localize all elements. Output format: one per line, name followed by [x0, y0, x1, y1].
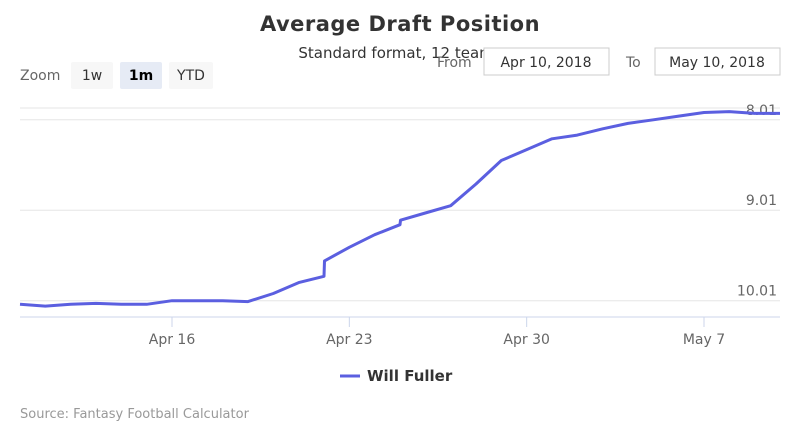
from-date-value: Apr 10, 2018: [500, 55, 591, 71]
to-date-input[interactable]: May 10, 2018: [654, 47, 781, 76]
zoom-button-ytd[interactable]: YTD: [169, 62, 213, 89]
plot-area: 8.01 9.01 10.01 Apr 16 Apr 23 Apr 30 May 7: [19, 103, 781, 348]
gridlines: [20, 119, 780, 302]
chart-title: Average Draft Position: [260, 12, 540, 36]
y-axis-ticks: 8.01 9.01 10.01: [737, 103, 777, 300]
to-label: To: [625, 55, 641, 71]
chart-subtitle: Standard format, 12 teams: [298, 44, 501, 62]
to-date-value: May 10, 2018: [669, 55, 765, 71]
zoom-button-ytd-label: YTD: [176, 68, 205, 84]
x-tick-label: Apr 23: [326, 332, 372, 348]
from-date-input-box: [483, 47, 610, 76]
legend-item-will-fuller[interactable]: Will Fuller: [340, 367, 453, 385]
zoom-button-1m-bg: [120, 62, 162, 89]
x-tick-label: Apr 16: [149, 332, 196, 348]
credits-text[interactable]: Source: Fantasy Football Calculator: [20, 407, 250, 422]
series-group: [19, 110, 781, 308]
zoom-button-1m[interactable]: 1m: [120, 62, 162, 89]
zoom-button-1w-label: 1w: [82, 68, 102, 84]
from-label: From: [437, 55, 472, 71]
zoom-button-1w-bg: [71, 62, 113, 89]
x-tick-label: Apr 30: [503, 332, 549, 348]
zoom-button-ytd-bg: [169, 62, 213, 89]
y-tick-label: 9.01: [746, 193, 777, 209]
zoom-button-1w[interactable]: 1w: [71, 62, 113, 89]
legend-label: Will Fuller: [367, 367, 453, 385]
y-tick-label: 8.01: [746, 103, 777, 119]
to-date-input-box: [654, 47, 781, 76]
x-axis-ticks: Apr 16 Apr 23 Apr 30 May 7: [149, 317, 725, 348]
zoom-button-1m-label: 1m: [129, 68, 153, 84]
series-line-will-fuller[interactable]: [19, 110, 780, 308]
zoom-label: Zoom: [20, 68, 60, 84]
y-tick-label: 10.01: [737, 284, 777, 300]
from-date-input[interactable]: Apr 10, 2018: [483, 47, 610, 76]
x-tick-label: May 7: [683, 332, 725, 348]
